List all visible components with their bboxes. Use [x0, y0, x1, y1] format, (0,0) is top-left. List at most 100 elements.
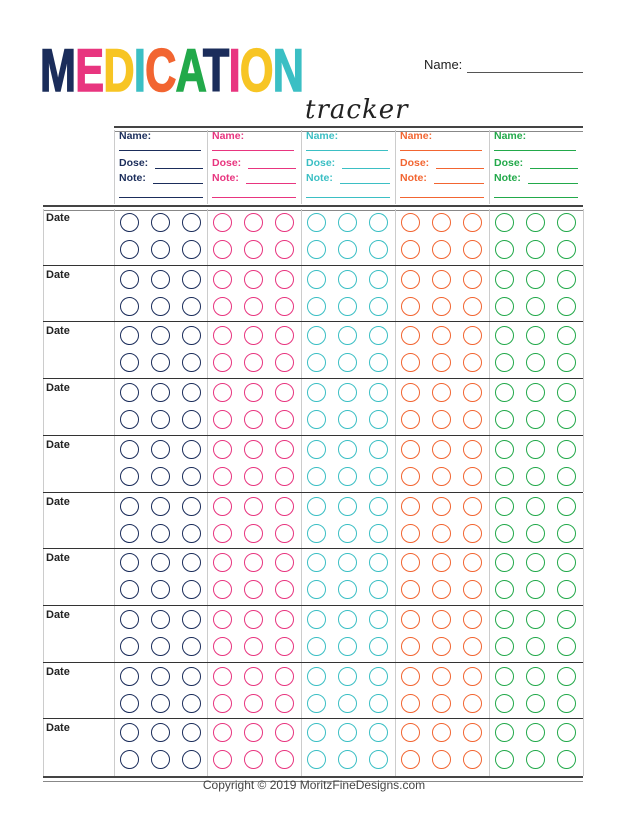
dose-checkbox[interactable]	[244, 523, 263, 543]
dose-checkbox[interactable]	[557, 496, 576, 516]
dose-checkbox[interactable]	[495, 666, 514, 686]
dose-checkbox[interactable]	[182, 723, 201, 743]
dose-checkbox[interactable]	[557, 636, 576, 656]
dose-checkbox[interactable]	[213, 353, 232, 373]
dose-checkbox[interactable]	[213, 523, 232, 543]
dose-checkbox[interactable]	[120, 636, 139, 656]
dose-checkbox[interactable]	[182, 410, 201, 430]
dose-checkbox[interactable]	[213, 269, 232, 289]
dose-checkbox[interactable]	[338, 466, 357, 486]
dose-checkbox[interactable]	[151, 553, 170, 573]
dose-checkbox[interactable]	[401, 466, 420, 486]
dose-checkbox[interactable]	[526, 636, 545, 656]
dose-checkbox[interactable]	[151, 213, 170, 232]
dose-checkbox[interactable]	[432, 466, 451, 486]
dose-checkbox[interactable]	[213, 439, 232, 459]
dose-checkbox[interactable]	[275, 213, 294, 232]
dose-checkbox[interactable]	[526, 693, 545, 713]
dose-checkbox[interactable]	[463, 580, 482, 600]
dose-checkbox[interactable]	[401, 553, 420, 573]
dose-checkbox[interactable]	[275, 693, 294, 713]
dose-checkbox[interactable]	[432, 439, 451, 459]
dose-checkbox[interactable]	[338, 553, 357, 573]
dose-checkbox[interactable]	[275, 269, 294, 289]
dose-checkbox[interactable]	[401, 693, 420, 713]
dose-checkbox[interactable]	[401, 326, 420, 346]
dose-checkbox[interactable]	[338, 693, 357, 713]
dose-checkbox[interactable]	[401, 213, 420, 232]
dose-checkbox[interactable]	[182, 496, 201, 516]
dose-checkbox[interactable]	[401, 496, 420, 516]
dose-checkbox[interactable]	[338, 523, 357, 543]
dose-checkbox[interactable]	[463, 439, 482, 459]
dose-checkbox[interactable]	[557, 269, 576, 289]
dose-checkbox[interactable]	[526, 296, 545, 316]
dose-checkbox[interactable]	[244, 723, 263, 743]
dose-checkbox[interactable]	[463, 213, 482, 232]
dose-checkbox[interactable]	[432, 693, 451, 713]
dose-field[interactable]	[155, 168, 203, 169]
dose-checkbox[interactable]	[463, 326, 482, 346]
note-field-extra[interactable]	[119, 197, 203, 198]
dose-checkbox[interactable]	[182, 383, 201, 403]
note-field-extra[interactable]	[400, 197, 484, 198]
dose-checkbox[interactable]	[151, 636, 170, 656]
dose-checkbox[interactable]	[369, 609, 388, 629]
dose-checkbox[interactable]	[120, 666, 139, 686]
note-field[interactable]	[340, 183, 390, 184]
date-label[interactable]: Date	[46, 552, 70, 565]
date-label[interactable]: Date	[46, 722, 70, 735]
note-field-extra[interactable]	[306, 197, 390, 198]
dose-checkbox[interactable]	[120, 383, 139, 403]
dose-checkbox[interactable]	[369, 439, 388, 459]
dose-checkbox[interactable]	[151, 523, 170, 543]
dose-checkbox[interactable]	[307, 410, 326, 430]
dose-checkbox[interactable]	[432, 723, 451, 743]
dose-checkbox[interactable]	[338, 723, 357, 743]
dose-checkbox[interactable]	[495, 580, 514, 600]
dose-checkbox[interactable]	[275, 439, 294, 459]
dose-checkbox[interactable]	[151, 609, 170, 629]
dose-checkbox[interactable]	[338, 410, 357, 430]
dose-checkbox[interactable]	[244, 609, 263, 629]
dose-checkbox[interactable]	[495, 693, 514, 713]
dose-checkbox[interactable]	[526, 410, 545, 430]
dose-checkbox[interactable]	[432, 353, 451, 373]
dose-checkbox[interactable]	[307, 553, 326, 573]
date-label[interactable]: Date	[46, 495, 70, 508]
dose-checkbox[interactable]	[463, 750, 482, 770]
dose-checkbox[interactable]	[495, 353, 514, 373]
dose-checkbox[interactable]	[213, 553, 232, 573]
dose-checkbox[interactable]	[495, 410, 514, 430]
dose-checkbox[interactable]	[401, 269, 420, 289]
dose-checkbox[interactable]	[526, 240, 545, 259]
dose-checkbox[interactable]	[244, 439, 263, 459]
dose-checkbox[interactable]	[151, 580, 170, 600]
dose-checkbox[interactable]	[557, 750, 576, 770]
dose-checkbox[interactable]	[182, 553, 201, 573]
dose-checkbox[interactable]	[244, 693, 263, 713]
dose-checkbox[interactable]	[401, 666, 420, 686]
dose-checkbox[interactable]	[557, 240, 576, 259]
dose-checkbox[interactable]	[182, 296, 201, 316]
dose-checkbox[interactable]	[307, 353, 326, 373]
dose-checkbox[interactable]	[307, 213, 326, 232]
dose-checkbox[interactable]	[307, 580, 326, 600]
dose-checkbox[interactable]	[244, 326, 263, 346]
note-field-extra[interactable]	[494, 197, 578, 198]
dose-checkbox[interactable]	[151, 269, 170, 289]
dose-checkbox[interactable]	[495, 496, 514, 516]
dose-checkbox[interactable]	[369, 296, 388, 316]
dose-checkbox[interactable]	[213, 213, 232, 232]
dose-checkbox[interactable]	[401, 439, 420, 459]
dose-checkbox[interactable]	[463, 410, 482, 430]
dose-checkbox[interactable]	[557, 466, 576, 486]
dose-checkbox[interactable]	[182, 750, 201, 770]
dose-checkbox[interactable]	[151, 666, 170, 686]
dose-checkbox[interactable]	[463, 636, 482, 656]
dose-checkbox[interactable]	[369, 466, 388, 486]
dose-checkbox[interactable]	[213, 666, 232, 686]
dose-checkbox[interactable]	[401, 636, 420, 656]
date-label[interactable]: Date	[46, 438, 70, 451]
dose-checkbox[interactable]	[369, 666, 388, 686]
